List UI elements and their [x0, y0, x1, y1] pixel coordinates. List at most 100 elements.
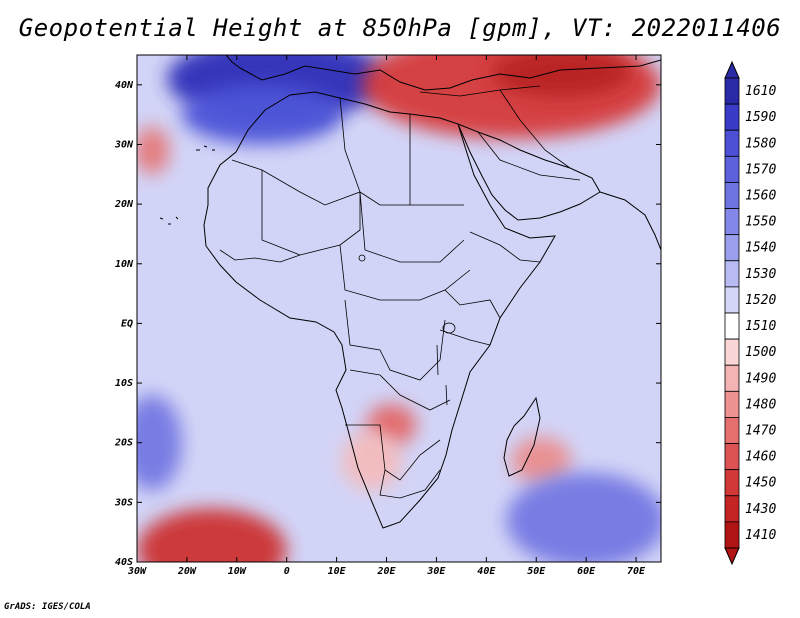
lon-tick-label: 20E: [376, 566, 396, 577]
colorbar-level-label: 1590: [745, 110, 776, 125]
europe-coastline: [239, 59, 661, 91]
colorbar-level-label: 1430: [745, 502, 776, 517]
colorbar-swatch: [724, 417, 740, 444]
high-northwest-sahara: [181, 84, 342, 145]
border-south-africa: [379, 469, 441, 499]
lon-tick-label: 60E: [577, 566, 596, 577]
colorbar-swatch: [724, 129, 740, 157]
lat-tick-label: 10N: [115, 259, 134, 270]
border-central-africa: [339, 244, 471, 301]
country-borders: [219, 85, 581, 499]
lon-tick-label: 10E: [328, 566, 347, 577]
colorbar-swatch: [724, 495, 740, 523]
colorbar: 1610 1590 1580 1570 1560 1550 1540 1530 1520 1510…: [724, 60, 776, 566]
colorbar-level-label: 1490: [745, 371, 776, 386]
lon-tick-label: 10W: [228, 566, 247, 577]
madagascar-coastline: [503, 396, 541, 477]
colorbar-swatch: [724, 338, 740, 366]
colorbar-swatch: [724, 286, 740, 314]
canary-islands: [196, 145, 215, 151]
low-south-atlantic: [137, 508, 287, 562]
lat-tick-label: 30S: [114, 497, 133, 508]
colorbar-level-label: 1520: [745, 293, 776, 308]
border-east-africa: [444, 289, 501, 319]
colorbar-swatch: [724, 469, 740, 497]
low-atlantic-30N: [137, 126, 170, 175]
colorbar-level-label: 1470: [745, 424, 776, 439]
lat-tick-label: 20N: [114, 199, 134, 210]
colorbar-level-label: 1500: [745, 345, 776, 360]
colorbar-swatch: [724, 260, 740, 288]
lon-tick-label: 30E: [426, 566, 446, 577]
border-namibia-botswana: [345, 424, 441, 481]
high-southwest-atlantic: [137, 395, 182, 491]
colorbar-level-label: 1480: [745, 397, 776, 412]
map-frame: [136, 54, 662, 563]
colorbar-level-label: 1610: [745, 84, 776, 99]
colorbar-swatch: [724, 521, 740, 549]
colorbar-swatch: [724, 364, 740, 392]
border-drc: [344, 299, 446, 381]
colorbar-level-label: 1410: [745, 528, 776, 543]
lon-tick-label: 0: [284, 566, 290, 577]
coastlines: [159, 55, 661, 529]
lon-tick-label: 30W: [127, 566, 147, 577]
colorbar-level-label: 1530: [745, 267, 776, 282]
border-mali-niger: [261, 170, 361, 256]
grads-credit: GrADS: IGES/COLA: [4, 602, 91, 612]
lat-tick-label: EQ: [121, 318, 133, 329]
colorbar-level-label: 1450: [745, 476, 776, 491]
lon-tick-label: 20W: [177, 566, 197, 577]
low-madagascar-southeast: [511, 436, 572, 485]
arabian-peninsula-coastline: [457, 123, 601, 221]
colorbar-swatch: [724, 103, 740, 131]
colorbar-level-label: 1550: [745, 215, 776, 230]
lat-tick-label: 10S: [115, 378, 133, 389]
lat-tick-label: 40S: [115, 557, 133, 568]
colorbar-bottom-arrow: [724, 547, 740, 566]
colorbar-top-arrow: [724, 60, 740, 79]
lake-victoria: [442, 322, 456, 334]
colorbar-level-label: 1580: [745, 136, 776, 151]
colorbar-level-label: 1460: [745, 450, 776, 465]
border-libya-algeria: [339, 97, 361, 193]
colorbar-swatch: [724, 77, 740, 105]
lake-tanganyika: [436, 344, 439, 376]
lat-tick-label: 40N: [115, 80, 134, 91]
colorbar-level-label: 1540: [745, 241, 776, 256]
lake-chad: [358, 254, 366, 262]
low-kalahari: [341, 430, 402, 491]
high-southeast-indian-ocean: [506, 472, 661, 562]
border-chad-sudan: [359, 191, 465, 263]
border-saudi-arabia: [477, 131, 581, 181]
lon-tick-label: 70E: [627, 566, 646, 577]
cape-verde-islands: [159, 216, 179, 225]
border-west-africa-coast-states: [219, 249, 301, 263]
iberia-coastline: [225, 55, 241, 69]
colorbar-swatch: [724, 155, 740, 183]
lat-tick-label: 30N: [114, 139, 134, 150]
colorbar-level-label: 1560: [745, 189, 776, 204]
border-egypt-libya: [409, 114, 464, 206]
border-turkey: [419, 85, 541, 97]
africa-coastline: [203, 91, 556, 529]
lon-tick-label: 40E: [477, 566, 496, 577]
colorbar-swatch: [724, 182, 740, 209]
lon-tick-label: 50E: [527, 566, 546, 577]
lakes: [358, 254, 456, 406]
lat-tick-label: 20S: [114, 438, 133, 449]
lake-malawi: [445, 384, 448, 406]
border-iran-iraq: [499, 89, 571, 169]
colorbar-swatch: [724, 208, 740, 236]
india-coastline: [599, 191, 661, 251]
colorbar-level-label: 1510: [745, 319, 776, 334]
geopotential-field: [137, 55, 661, 562]
map-panel: [137, 55, 661, 562]
chart-title: Geopotential Height at 850hPa [gpm], VT:…: [18, 14, 782, 42]
colorbar-swatch: [724, 390, 740, 418]
colorbar-level-label: 1570: [745, 162, 776, 177]
colorbar-swatch: [724, 443, 740, 471]
border-angola-zambia: [349, 369, 451, 411]
